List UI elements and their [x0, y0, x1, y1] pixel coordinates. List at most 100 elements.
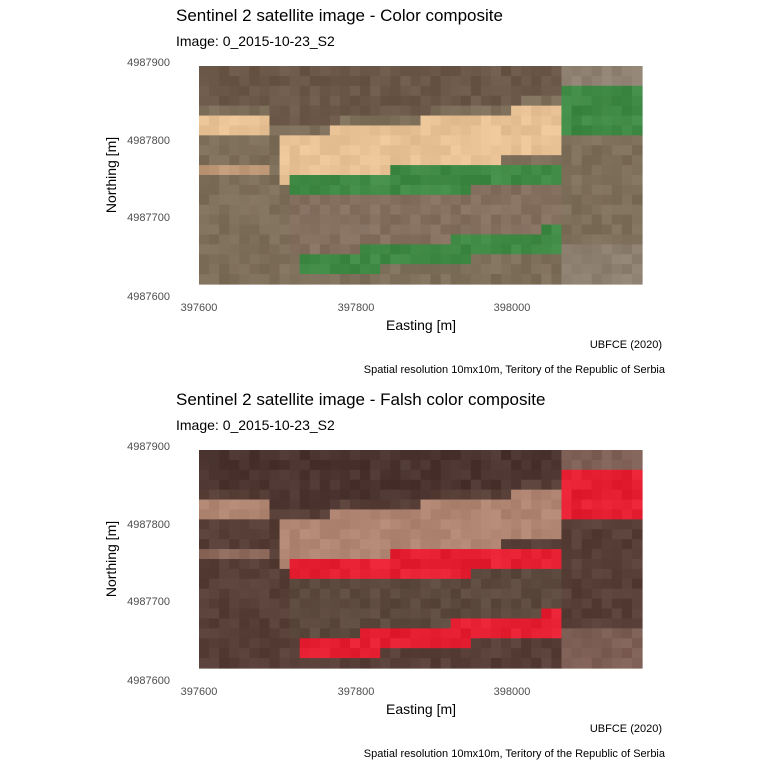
raster-pixel — [309, 459, 321, 471]
raster-pixel — [460, 115, 472, 127]
raster-pixel — [229, 509, 240, 520]
raster-pixel — [621, 549, 633, 560]
raster-pixel — [239, 145, 250, 156]
raster-pixel — [410, 479, 422, 491]
raster-pixel — [581, 75, 593, 87]
raster-pixel — [581, 145, 593, 156]
raster-pixel — [319, 559, 331, 570]
raster-pixel — [289, 568, 301, 580]
raster-pixel — [370, 479, 381, 491]
raster-pixel — [561, 628, 573, 639]
raster-pixel — [319, 578, 331, 590]
raster-pixel — [460, 264, 472, 275]
raster-pixel — [400, 155, 412, 166]
raster-pixel — [199, 224, 210, 236]
raster-pixel — [611, 234, 623, 245]
raster-pixel — [490, 559, 502, 570]
raster-pixel — [209, 549, 220, 560]
raster-pixel — [329, 95, 341, 107]
raster-pixel — [279, 66, 291, 77]
raster-pixel — [219, 608, 230, 620]
raster-pixel — [309, 618, 321, 629]
raster-pixel — [591, 618, 603, 629]
raster-pixel — [410, 549, 422, 560]
raster-pixel — [239, 568, 250, 580]
raster-pixel — [470, 115, 482, 127]
raster-pixel — [299, 155, 311, 166]
raster-pixel — [571, 459, 583, 471]
raster-pixel — [219, 274, 230, 285]
raster-pixel — [289, 489, 301, 501]
raster-pixel — [430, 66, 442, 77]
raster-pixel — [490, 479, 502, 491]
raster-pixel — [360, 459, 371, 471]
raster-pixel — [621, 135, 633, 146]
raster-pixel — [621, 95, 633, 107]
raster-pixel — [440, 264, 452, 275]
x-tick-label: 397600 — [181, 686, 218, 698]
raster-pixel — [229, 244, 240, 255]
raster-pixel — [390, 489, 401, 501]
raster-pixel — [581, 264, 593, 275]
raster-pixel — [380, 194, 391, 206]
raster-pixel — [541, 519, 552, 530]
raster-pixel — [631, 628, 643, 639]
raster-pixel — [410, 648, 422, 659]
raster-pixel — [319, 638, 331, 649]
raster-pixel — [279, 184, 291, 196]
raster-pixel — [440, 559, 452, 570]
raster-pixel — [440, 598, 452, 610]
raster-pixel — [279, 254, 291, 265]
raster-pixel — [561, 588, 573, 600]
raster-pixel — [501, 175, 512, 186]
raster-pixel — [631, 658, 643, 669]
raster-pixel — [249, 489, 261, 501]
raster-pixel — [440, 450, 452, 461]
raster-pixel — [279, 155, 291, 166]
raster-pixel — [239, 184, 250, 196]
raster-pixel — [440, 125, 452, 136]
raster-pixel — [350, 234, 361, 245]
raster-pixel — [199, 509, 210, 520]
raster-pixel — [350, 608, 361, 620]
raster-pixel — [601, 165, 613, 176]
raster-pixel — [299, 95, 311, 107]
raster-pixel — [380, 145, 391, 156]
raster-pixel — [561, 568, 573, 580]
raster-pixel — [480, 628, 492, 639]
raster-pixel — [551, 499, 563, 511]
raster-pixel — [450, 658, 462, 669]
raster-pixel — [591, 598, 603, 610]
raster-pixel — [339, 549, 351, 560]
raster-pixel — [430, 274, 442, 285]
raster-pixel — [299, 135, 311, 146]
raster-pixel — [611, 638, 623, 649]
raster-pixel — [360, 224, 371, 236]
raster-pixel — [571, 135, 583, 146]
raster-pixel — [249, 549, 261, 560]
raster-pixel — [319, 244, 331, 255]
raster-pixel — [329, 204, 341, 216]
source-caption: UBFCE (2020) — [589, 723, 662, 735]
raster-pixel — [581, 254, 593, 265]
raster-pixel — [259, 559, 271, 570]
raster-pixel — [470, 66, 482, 77]
x-tick-label: 397800 — [338, 302, 375, 314]
raster-pixel — [571, 274, 583, 285]
raster-pixel — [339, 618, 351, 629]
raster-pixel — [551, 479, 563, 491]
raster-pixel — [531, 184, 542, 196]
raster-pixel — [480, 568, 492, 580]
raster-pixel — [480, 469, 492, 481]
raster-pixel — [410, 568, 422, 580]
raster-pixel — [219, 244, 230, 255]
raster-pixel — [370, 115, 381, 127]
raster-pixel — [470, 450, 482, 461]
raster-pixel — [450, 549, 462, 560]
raster-pixel — [440, 194, 452, 206]
raster-pixel — [249, 479, 261, 491]
raster-pixel — [339, 234, 351, 245]
raster-pixel — [410, 264, 422, 275]
raster-pixel — [631, 135, 643, 146]
raster-pixel — [350, 648, 361, 659]
